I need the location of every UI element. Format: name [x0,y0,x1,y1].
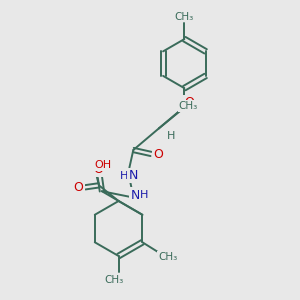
Text: O: O [74,181,83,194]
Text: OH: OH [94,160,112,170]
Text: N: N [129,169,138,182]
Text: N: N [130,189,140,202]
Text: CH₃: CH₃ [179,101,198,111]
Text: CH₃: CH₃ [158,252,178,262]
Text: O: O [153,148,163,161]
Text: CH₃: CH₃ [104,274,123,285]
Text: H: H [167,131,175,141]
Text: O: O [93,163,103,176]
Text: CH₃: CH₃ [175,11,194,22]
Text: O: O [184,96,194,110]
Text: H: H [140,190,148,200]
Text: H: H [120,170,129,181]
